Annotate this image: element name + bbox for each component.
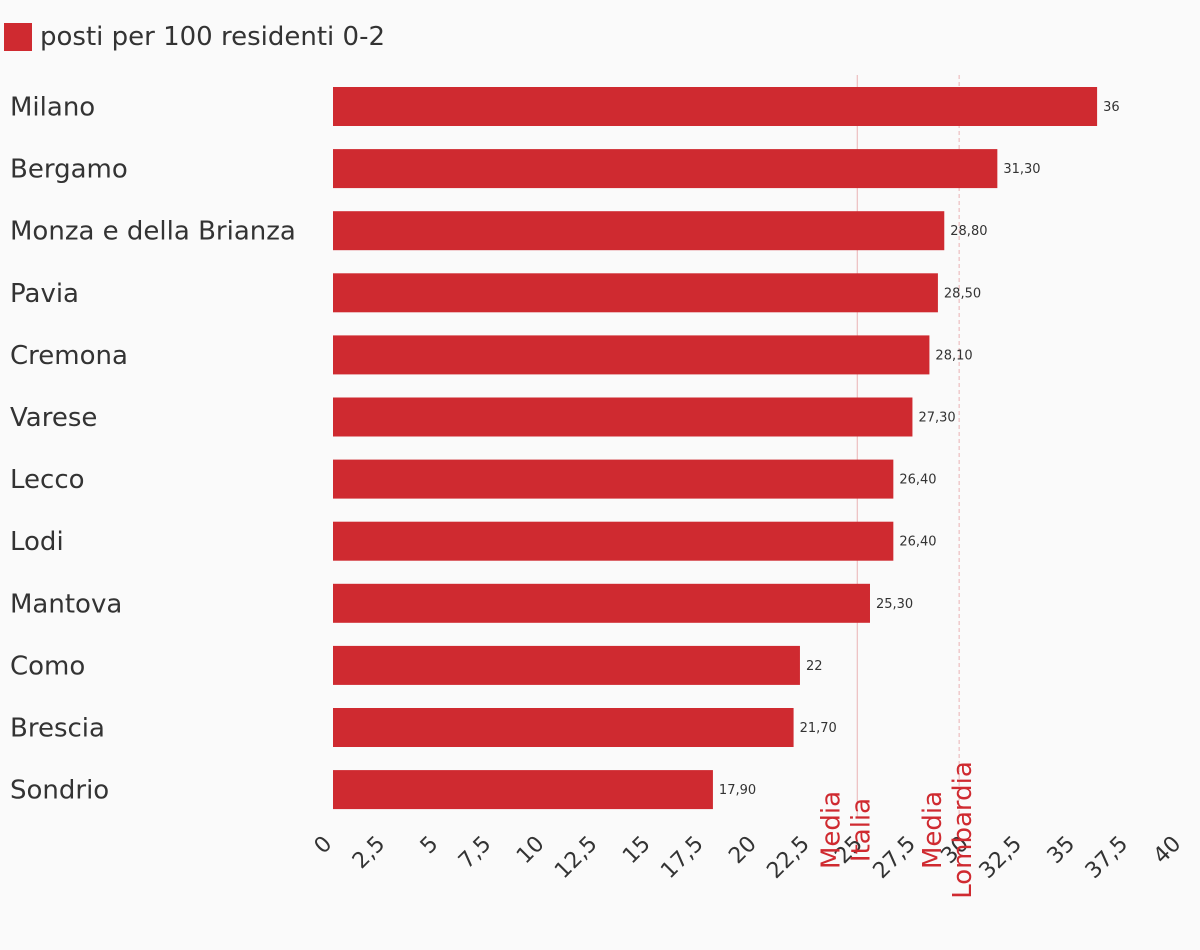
bar-8 xyxy=(333,583,870,623)
bar-5 xyxy=(333,397,913,437)
value-label-8: 25,30 xyxy=(876,597,913,612)
bar-11 xyxy=(333,770,713,810)
category-label-11: Sondrio xyxy=(10,776,109,806)
x-tick-label-14: 35 xyxy=(1043,832,1080,869)
value-label-2: 28,80 xyxy=(950,224,987,239)
x-tick-label-5: 12,5 xyxy=(550,832,602,884)
value-label-7: 26,40 xyxy=(899,535,936,550)
legend: posti per 100 residenti 0-2 xyxy=(4,22,385,52)
value-label-1: 31,30 xyxy=(1003,162,1040,177)
bar-1 xyxy=(333,149,998,189)
x-tick-label-3: 7,5 xyxy=(454,832,496,874)
x-tick-label-1: 2,5 xyxy=(348,832,390,874)
value-label-9: 22 xyxy=(806,659,823,674)
x-tick-label-4: 10 xyxy=(512,832,549,869)
reference-label-1-1: Lombardia xyxy=(948,761,978,899)
value-label-6: 26,40 xyxy=(899,473,936,488)
x-tick-label-6: 15 xyxy=(618,832,655,869)
category-label-8: Mantova xyxy=(10,589,122,619)
value-label-4: 28,10 xyxy=(935,348,972,363)
x-tick-label-0: 0 xyxy=(310,832,338,860)
category-label-0: Milano xyxy=(10,93,95,123)
x-tick-label-15: 37,5 xyxy=(1081,832,1133,884)
legend-label: posti per 100 residenti 0-2 xyxy=(40,22,385,52)
value-label-5: 27,30 xyxy=(918,411,955,426)
category-label-7: Lodi xyxy=(10,527,64,557)
bar-7 xyxy=(333,521,894,561)
x-tick-label-9: 22,5 xyxy=(762,832,814,884)
category-label-2: Monza e della Brianza xyxy=(10,217,296,247)
x-tick-label-13: 32,5 xyxy=(975,832,1027,884)
reference-label-0-1: Italia xyxy=(846,798,876,862)
value-label-11: 17,90 xyxy=(719,783,756,798)
x-tick-label-16: 40 xyxy=(1149,832,1186,869)
category-label-1: Bergamo xyxy=(10,155,128,185)
value-label-0: 36 xyxy=(1103,100,1120,115)
bar-0 xyxy=(333,87,1098,126)
category-label-10: Brescia xyxy=(10,714,105,744)
x-tick-label-2: 5 xyxy=(416,832,444,860)
x-tick-label-11: 27,5 xyxy=(869,832,921,884)
x-tick-label-8: 20 xyxy=(724,832,761,869)
reference-label-0-0: Media xyxy=(816,791,846,869)
bar-2 xyxy=(333,211,945,251)
bar-3 xyxy=(333,273,938,313)
value-label-3: 28,50 xyxy=(944,286,981,301)
category-label-5: Varese xyxy=(10,403,97,433)
value-label-10: 21,70 xyxy=(800,721,837,736)
category-label-3: Pavia xyxy=(10,279,79,309)
bar-4 xyxy=(333,335,930,375)
bar-6 xyxy=(333,459,894,499)
category-label-9: Como xyxy=(10,651,85,681)
bar-9 xyxy=(333,645,800,685)
x-tick-label-7: 17,5 xyxy=(656,832,708,884)
reference-label-1-0: Media xyxy=(918,791,948,869)
bar-10 xyxy=(333,708,794,747)
category-label-6: Lecco xyxy=(10,465,85,495)
legend-swatch xyxy=(4,23,32,51)
category-label-4: Cremona xyxy=(10,341,128,371)
